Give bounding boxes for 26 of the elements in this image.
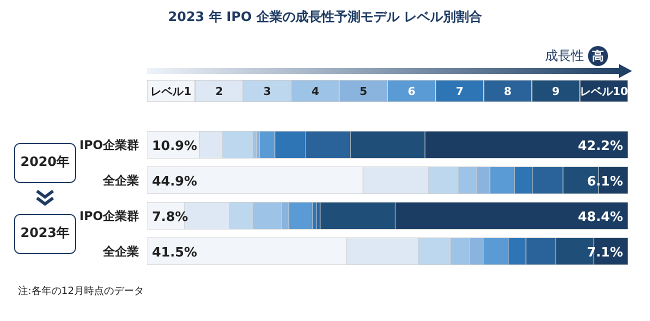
text: 7 — [456, 85, 464, 98]
chart-title: 2023 年 IPO 企業の成長性予測モデル レベル別割合 — [167, 8, 483, 26]
data-label: 10.9% — [152, 138, 198, 154]
data-label: 42.2% — [578, 138, 623, 154]
y-tick-label: IPO企業群 — [80, 138, 139, 152]
text: 成長性 — [545, 48, 584, 65]
data-label: 48.4% — [578, 210, 623, 225]
text: 2020年 — [14, 142, 76, 182]
text: 9 — [552, 85, 560, 98]
data-label: 41.5% — [152, 245, 198, 260]
text: 3 — [263, 85, 272, 98]
text: 5 — [360, 85, 368, 98]
data-label: 44.9% — [152, 174, 198, 190]
text: レベル10 — [580, 85, 628, 98]
y-tick-label: IPO企業群 — [80, 209, 139, 224]
text: 6 — [408, 85, 416, 98]
text: レベル1 — [150, 85, 192, 98]
text: 2023年 — [14, 214, 76, 254]
data-label: 7.8% — [152, 210, 188, 225]
text: 4 — [312, 85, 320, 98]
y-tick-label: 全企業 — [102, 174, 139, 188]
y-tick-label: 全企業 — [102, 244, 139, 259]
text: 2 — [215, 85, 223, 98]
text: 8 — [504, 85, 512, 98]
text: 高 — [588, 46, 608, 66]
text: 注:各年の12月時点のデータ — [18, 284, 144, 298]
